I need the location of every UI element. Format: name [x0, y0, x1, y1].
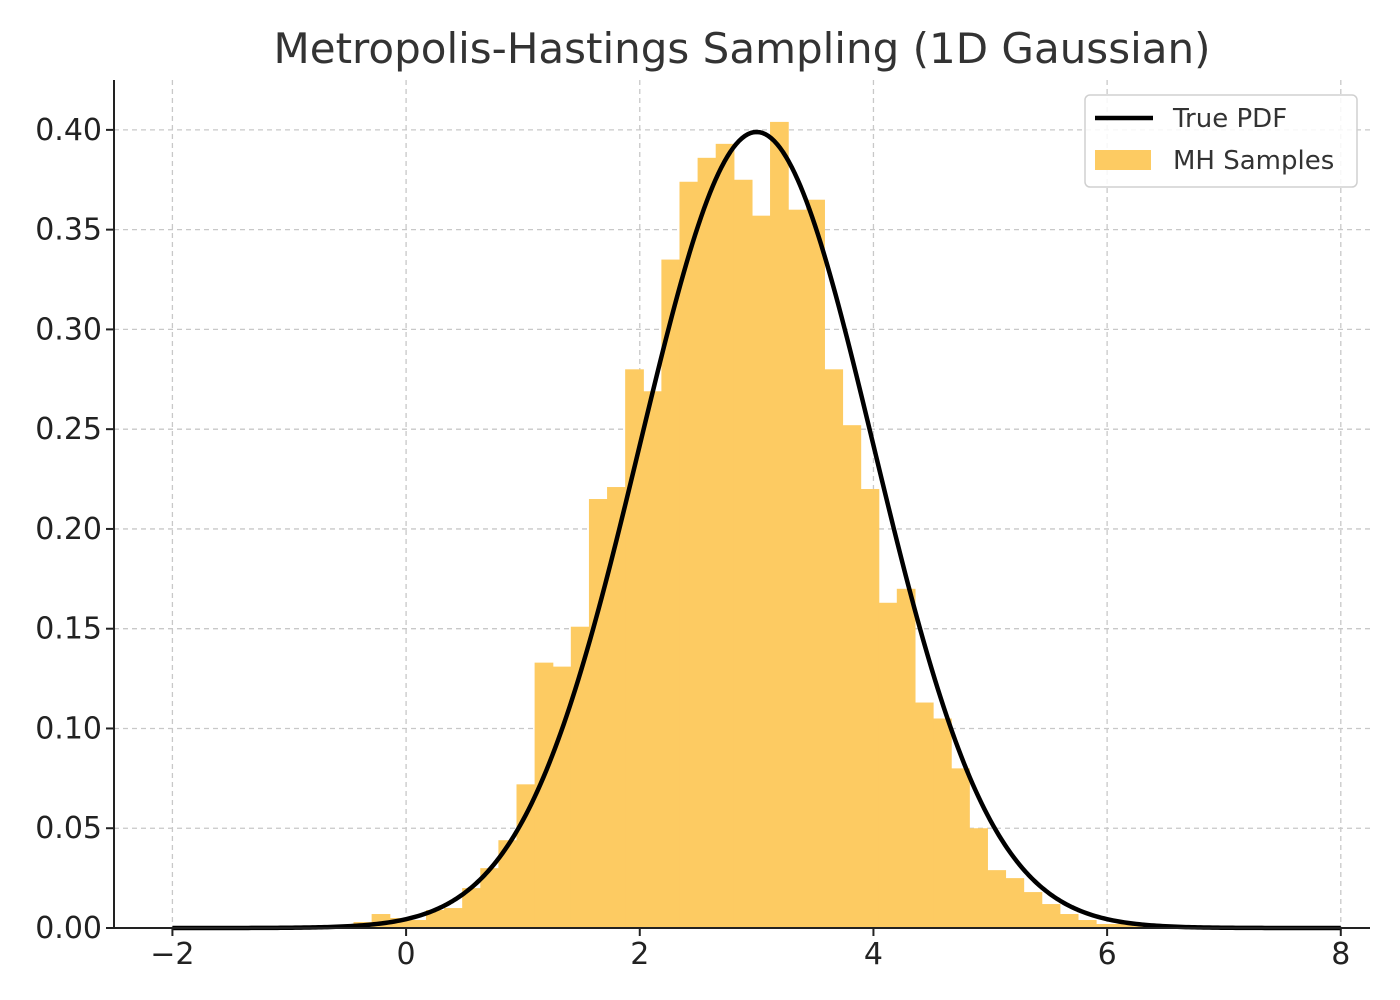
histogram-bar: [806, 199, 825, 928]
histogram-bar: [733, 179, 753, 928]
histogram-bar: [987, 870, 1007, 928]
y-tick-label: 0.15: [35, 612, 102, 647]
histogram-bar: [552, 666, 572, 928]
histogram-bar: [425, 910, 445, 928]
y-tick-label: 0.00: [35, 911, 102, 946]
histogram-bar: [1041, 904, 1061, 928]
y-axis-ticks: 0.00 0.05 0.10 0.15 0.20 0.25 0.30 0.35 0.40: [35, 113, 114, 946]
histogram-bar: [770, 121, 789, 928]
histogram-bar: [498, 840, 518, 928]
y-tick-label: 0.05: [35, 811, 102, 846]
y-tick-label: 0.40: [35, 113, 102, 148]
y-tick-label: 0.30: [35, 312, 102, 347]
histogram-bar: [1114, 924, 1133, 928]
y-tick-label: 0.35: [35, 213, 102, 248]
histogram-bars: [353, 121, 1188, 929]
y-tick-label: 0.10: [35, 711, 102, 746]
x-tick-label: 0: [397, 937, 416, 972]
histogram-bar: [407, 920, 427, 928]
histogram-bar: [1059, 914, 1079, 928]
histogram-bar: [1096, 924, 1115, 928]
histogram-bar: [842, 425, 862, 928]
histogram-bar: [480, 868, 499, 928]
histogram-bar: [643, 391, 662, 928]
legend-samples-swatch: [1095, 150, 1151, 170]
histogram-bar: [914, 702, 934, 928]
histogram-bar: [534, 662, 554, 928]
y-tick-label: 0.25: [35, 412, 102, 447]
histogram-bar: [878, 602, 898, 928]
legend: True PDF MH Samples: [1084, 94, 1358, 188]
histogram-bar: [588, 499, 608, 928]
histogram-bar: [751, 215, 771, 928]
histogram-bar: [824, 369, 844, 929]
x-tick-label: 8: [1331, 937, 1350, 972]
histogram-bar: [860, 489, 880, 928]
histogram-bar: [697, 157, 717, 928]
histogram-bar: [462, 888, 481, 928]
histogram-bar: [679, 181, 699, 928]
legend-samples-label: MH Samples: [1173, 146, 1334, 176]
histogram-bar: [1023, 892, 1043, 928]
histogram-bar: [951, 768, 970, 928]
y-tick-label: 0.20: [35, 512, 102, 547]
x-tick-label: −2: [150, 937, 194, 972]
histogram-bar: [1005, 878, 1025, 928]
histogram-bar: [661, 259, 681, 928]
x-tick-label: 2: [630, 937, 649, 972]
x-tick-label: 6: [1098, 937, 1117, 972]
histogram-bar: [570, 626, 590, 928]
histogram-bar: [1077, 920, 1097, 928]
x-axis-ticks: −2 0 2 4 6 8: [150, 928, 1350, 972]
histogram-bar: [444, 908, 463, 928]
histogram-bar: [969, 828, 988, 928]
histogram-bar: [788, 209, 807, 929]
pdf-line: [172, 129, 1341, 931]
x-tick-label: 4: [864, 937, 883, 972]
histogram-bar: [625, 369, 644, 929]
histogram-bar: [933, 718, 952, 928]
legend-pdf-label: True PDF: [1172, 104, 1287, 134]
histogram-bar: [896, 588, 916, 928]
histogram-bar: [389, 918, 409, 928]
histogram-bar: [715, 143, 735, 928]
histogram-bar: [607, 487, 626, 928]
chart-title: Metropolis-Hastings Sampling (1D Gaussia…: [274, 24, 1211, 73]
axes: [113, 80, 1370, 929]
